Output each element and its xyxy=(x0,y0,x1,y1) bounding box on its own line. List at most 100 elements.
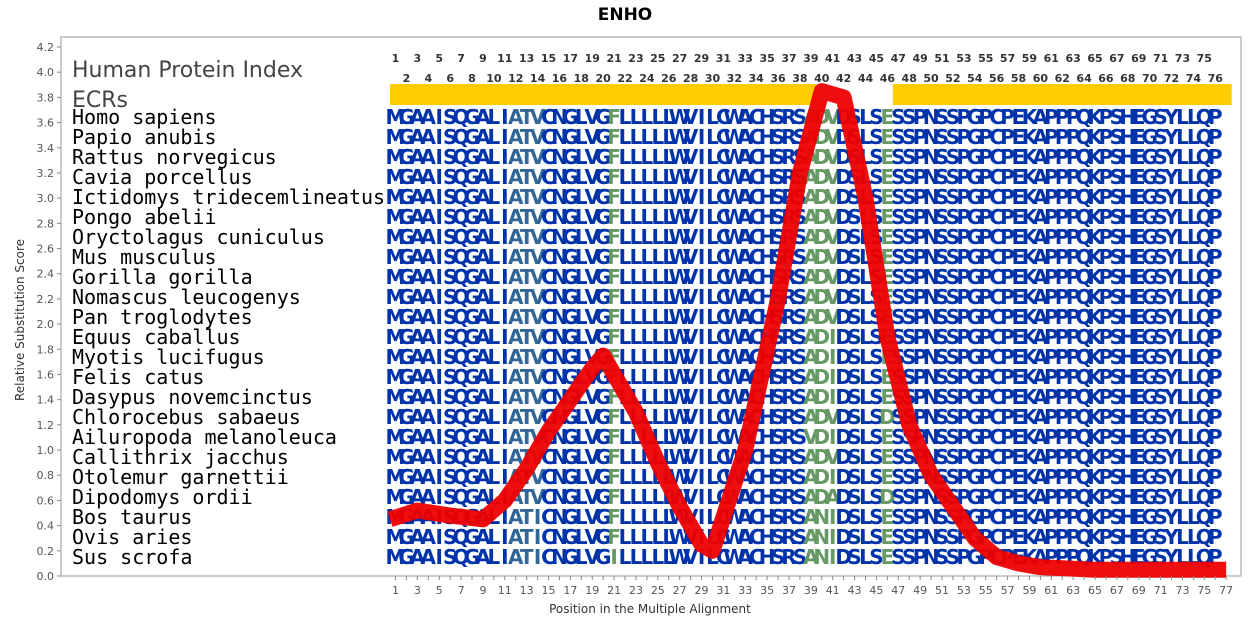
residue: N xyxy=(551,325,568,349)
residue: L xyxy=(662,145,675,169)
residue: A xyxy=(410,245,426,269)
residue: Q xyxy=(1196,165,1213,189)
residue: N xyxy=(551,345,568,369)
residue: P xyxy=(1066,125,1081,149)
species-name: Gorilla gorilla xyxy=(72,265,253,289)
x-tick-label: 55 xyxy=(979,584,993,597)
residue: S xyxy=(793,105,807,129)
residue: A xyxy=(475,345,491,369)
residue: P xyxy=(957,205,972,229)
residue: H xyxy=(1119,325,1136,349)
residue: A xyxy=(410,345,426,369)
residue: K xyxy=(1022,185,1039,209)
x-tick-label: 37 xyxy=(782,584,796,597)
residue: S xyxy=(891,125,905,149)
residue: W xyxy=(669,105,691,129)
residue: S xyxy=(1153,265,1167,289)
residue: V xyxy=(683,105,699,129)
y-tick-label: 1.6 xyxy=(37,368,55,381)
residue: C xyxy=(749,265,764,289)
residue: E xyxy=(881,125,895,149)
residue: P xyxy=(957,145,972,169)
residue: L xyxy=(487,145,500,169)
residue: A xyxy=(803,225,819,249)
residue: K xyxy=(1087,125,1104,149)
residue: I xyxy=(501,125,508,149)
residue: P xyxy=(1208,245,1223,269)
residue: T xyxy=(520,245,534,269)
residue: P xyxy=(1066,265,1081,289)
residue: P xyxy=(1000,325,1015,349)
y-tick-label: 3.4 xyxy=(37,142,55,155)
residue: C xyxy=(716,125,731,149)
residue: H xyxy=(1119,125,1136,149)
residue: F xyxy=(607,125,621,149)
residue: C xyxy=(989,245,1004,269)
residue: E xyxy=(881,145,895,169)
residue: V xyxy=(530,145,546,169)
top-position-number: 71 xyxy=(1153,52,1168,65)
residue: E xyxy=(1132,285,1146,309)
top-position-number: 20 xyxy=(596,72,612,85)
top-position-number: 62 xyxy=(1055,72,1070,85)
residue: C xyxy=(716,325,731,349)
residue: A xyxy=(1033,105,1049,129)
residue: L xyxy=(1176,225,1189,249)
residue: S xyxy=(443,225,457,249)
residue: S xyxy=(946,305,960,329)
residue: A xyxy=(421,545,437,569)
residue: A xyxy=(508,145,524,169)
residue: M xyxy=(386,105,406,129)
residue: I xyxy=(435,325,442,349)
residue: L xyxy=(487,345,500,369)
residue: P xyxy=(1066,225,1081,249)
residue: L xyxy=(641,325,654,349)
residue: G xyxy=(464,165,480,189)
residue: S xyxy=(935,325,949,349)
residue: Y xyxy=(1163,225,1179,249)
residue: Q xyxy=(453,105,470,129)
residue: I xyxy=(435,245,442,269)
residue: A xyxy=(738,325,754,349)
residue: G xyxy=(562,305,578,329)
residue: K xyxy=(1022,265,1039,289)
residue: S xyxy=(443,165,457,189)
residue: L xyxy=(1187,285,1200,309)
residue: A xyxy=(475,165,491,189)
residue: P xyxy=(1099,325,1114,349)
residue: Y xyxy=(1163,305,1179,329)
residue: A xyxy=(421,105,437,129)
residue: G xyxy=(464,265,480,289)
residue: L xyxy=(662,345,675,369)
residue: A xyxy=(508,105,524,129)
residue: L xyxy=(575,105,588,129)
residue: A xyxy=(421,225,437,249)
residue: L xyxy=(662,125,675,149)
residue: C xyxy=(749,185,764,209)
top-position-number: 6 xyxy=(446,72,454,85)
residue: L xyxy=(1187,185,1200,209)
residue: L xyxy=(487,545,500,569)
residue: A xyxy=(475,225,491,249)
residue: S xyxy=(847,205,861,229)
residue: N xyxy=(551,285,568,309)
residue: C xyxy=(989,145,1004,169)
residue: R xyxy=(781,145,796,169)
residue: L xyxy=(662,325,675,349)
residue: P xyxy=(913,105,928,129)
residue: S xyxy=(1153,305,1167,329)
residue: P xyxy=(1208,285,1223,309)
residue: A xyxy=(410,265,426,289)
residue: Q xyxy=(453,345,470,369)
residue: Q xyxy=(453,145,470,169)
residue: P xyxy=(913,145,928,169)
residue: P xyxy=(1000,305,1015,329)
residue: L xyxy=(641,285,654,309)
residue: A xyxy=(410,105,426,129)
residue: L xyxy=(651,225,664,249)
species-name: Myotis lucifugus xyxy=(72,345,265,369)
residue: S xyxy=(935,165,949,189)
residue: L xyxy=(651,265,664,289)
residue: A xyxy=(475,245,491,269)
residue: A xyxy=(475,305,491,329)
